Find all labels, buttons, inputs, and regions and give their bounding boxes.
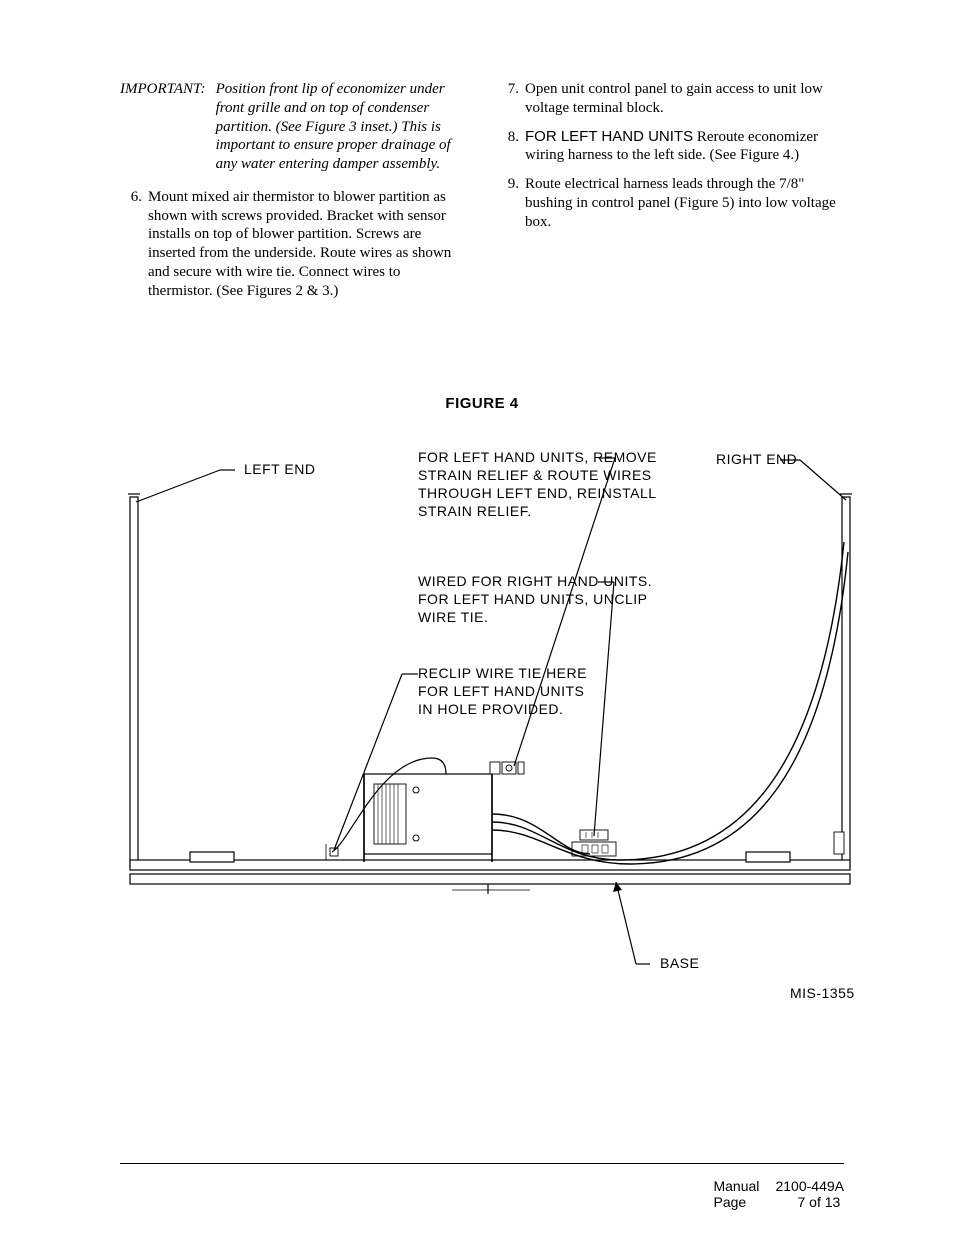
important-label: IMPORTANT: <box>120 80 216 174</box>
label-note1-l1: FOR LEFT HAND UNITS, REMOVE <box>418 449 657 465</box>
footer-block: Manual 2100-449A Page 7 of 13 <box>713 1178 844 1210</box>
figure-4-svg: LEFT END RIGHT END FOR LEFT HAND UNITS, … <box>120 422 860 1002</box>
label-note3-l1: RECLIP WIRE TIE HERE <box>418 665 587 681</box>
label-note3-l2: FOR LEFT HAND UNITS <box>418 683 584 699</box>
label-note2-l2: FOR LEFT HAND UNITS, UNCLIP <box>418 591 648 607</box>
step-number: 6. <box>120 188 148 301</box>
label-note1-l3: THROUGH LEFT END, REINSTALL <box>418 485 657 501</box>
step-body: Open unit control panel to gain access t… <box>525 80 844 118</box>
figure-4: LEFT END RIGHT END FOR LEFT HAND UNITS, … <box>120 422 860 1007</box>
figure-4-title: FIGURE 4 <box>120 395 844 412</box>
label-right-end: RIGHT END <box>716 451 797 467</box>
footer-manual-label: Manual <box>713 1178 775 1194</box>
label-note2-l3: WIRE TIE. <box>418 609 488 625</box>
step-number: 9. <box>497 175 525 231</box>
step-body: FOR LEFT HAND UNITS Reroute economizer w… <box>525 128 844 166</box>
page: IMPORTANT: Position front lip of economi… <box>0 0 954 1235</box>
step-8: 8. FOR LEFT HAND UNITS Reroute economize… <box>497 128 844 166</box>
footer-page-label: Page <box>713 1194 775 1210</box>
label-mis: MIS-1355 <box>790 985 855 1001</box>
footer-manual-value: 2100-449A <box>775 1178 844 1194</box>
left-column: IMPORTANT: Position front lip of economi… <box>120 80 467 310</box>
footer-page-value: 7 of 13 <box>775 1194 840 1210</box>
right-column: 7. Open unit control panel to gain acces… <box>497 80 844 310</box>
label-note1-l2: STRAIN RELIEF & ROUTE WIRES <box>418 467 652 483</box>
important-note: IMPORTANT: Position front lip of economi… <box>120 80 467 174</box>
step-body: Route electrical harness leads through t… <box>525 175 844 231</box>
step-number: 8. <box>497 128 525 166</box>
label-note3-l3: IN HOLE PROVIDED. <box>418 701 563 717</box>
step-body: Mount mixed air thermistor to blower par… <box>148 188 467 301</box>
step-8-lead: FOR LEFT HAND UNITS <box>525 128 693 145</box>
step-9: 9. Route electrical harness leads throug… <box>497 175 844 231</box>
step-number: 7. <box>497 80 525 118</box>
label-note1-l4: STRAIN RELIEF. <box>418 503 532 519</box>
label-base: BASE <box>660 955 699 971</box>
label-left-end: LEFT END <box>244 461 315 477</box>
step-7: 7. Open unit control panel to gain acces… <box>497 80 844 118</box>
page-footer: Manual 2100-449A Page 7 of 13 <box>120 1163 844 1210</box>
step-6: 6. Mount mixed air thermistor to blower … <box>120 188 467 301</box>
important-body: Position front lip of economizer under f… <box>216 80 467 174</box>
two-column-text: IMPORTANT: Position front lip of economi… <box>120 80 844 310</box>
label-note2-l1: WIRED FOR RIGHT HAND UNITS. <box>418 573 652 589</box>
